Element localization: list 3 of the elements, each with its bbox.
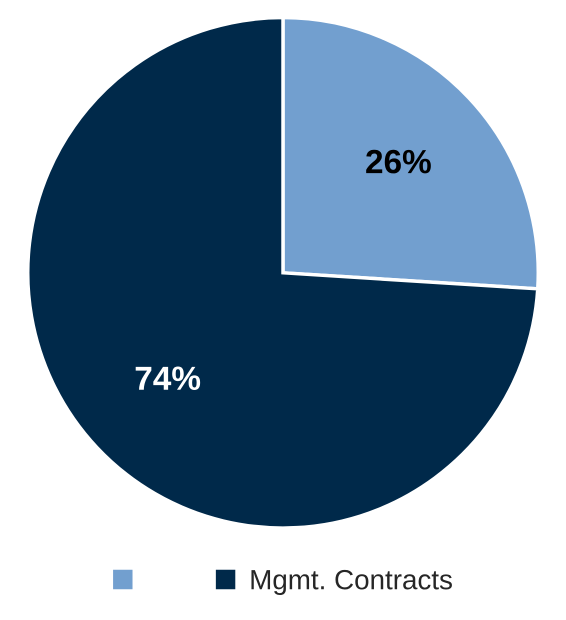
legend-label: Mgmt. Contracts	[251, 570, 452, 595]
data-label: 26%	[366, 150, 431, 174]
data-label: 74%	[136, 366, 200, 390]
